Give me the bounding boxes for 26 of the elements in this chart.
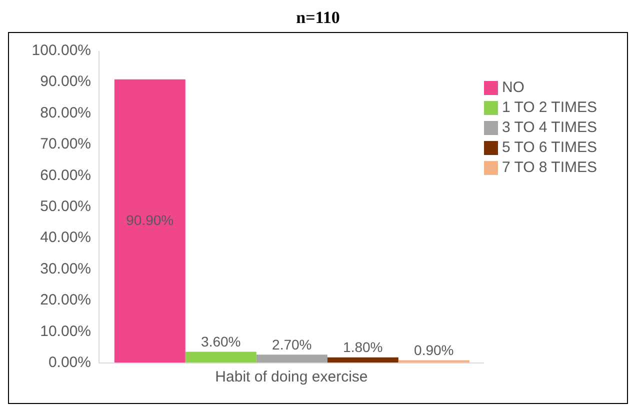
bar [185,352,256,363]
y-tick-label: 70.00% [40,136,91,153]
y-tick-label: 100.00% [32,42,91,59]
bar [256,354,328,363]
bar [114,79,186,363]
chart-title: n=110 [295,8,341,29]
legend-label: 1 TO 2 TIMES [502,99,597,116]
legend-label: NO [502,79,524,96]
y-tick-label: 90.00% [40,73,91,90]
x-tick-label: Habit of doing exercise [215,368,368,386]
legend-label: 5 TO 6 TIMES [502,139,597,156]
data-label: 3.60% [201,333,241,350]
y-tick-label: 0.00% [48,354,91,371]
data-label: 1.80% [343,339,383,356]
data-label: 2.70% [272,336,312,352]
y-tick-label: 20.00% [40,292,91,309]
y-tick-label: 10.00% [40,322,91,340]
data-label: 90.90% [126,212,174,228]
y-tick-label: 40.00% [40,229,91,246]
data-label: 0.90% [414,342,454,358]
y-tick-label: 50.00% [40,198,91,215]
y-tick-label: 80.00% [40,104,91,122]
legend-label: 3 TO 4 TIMES [502,119,597,136]
y-tick-label: 30.00% [40,260,91,278]
y-tick-label: 60.00% [40,166,91,184]
legend-label: 7 TO 8 TIMES [502,159,597,176]
